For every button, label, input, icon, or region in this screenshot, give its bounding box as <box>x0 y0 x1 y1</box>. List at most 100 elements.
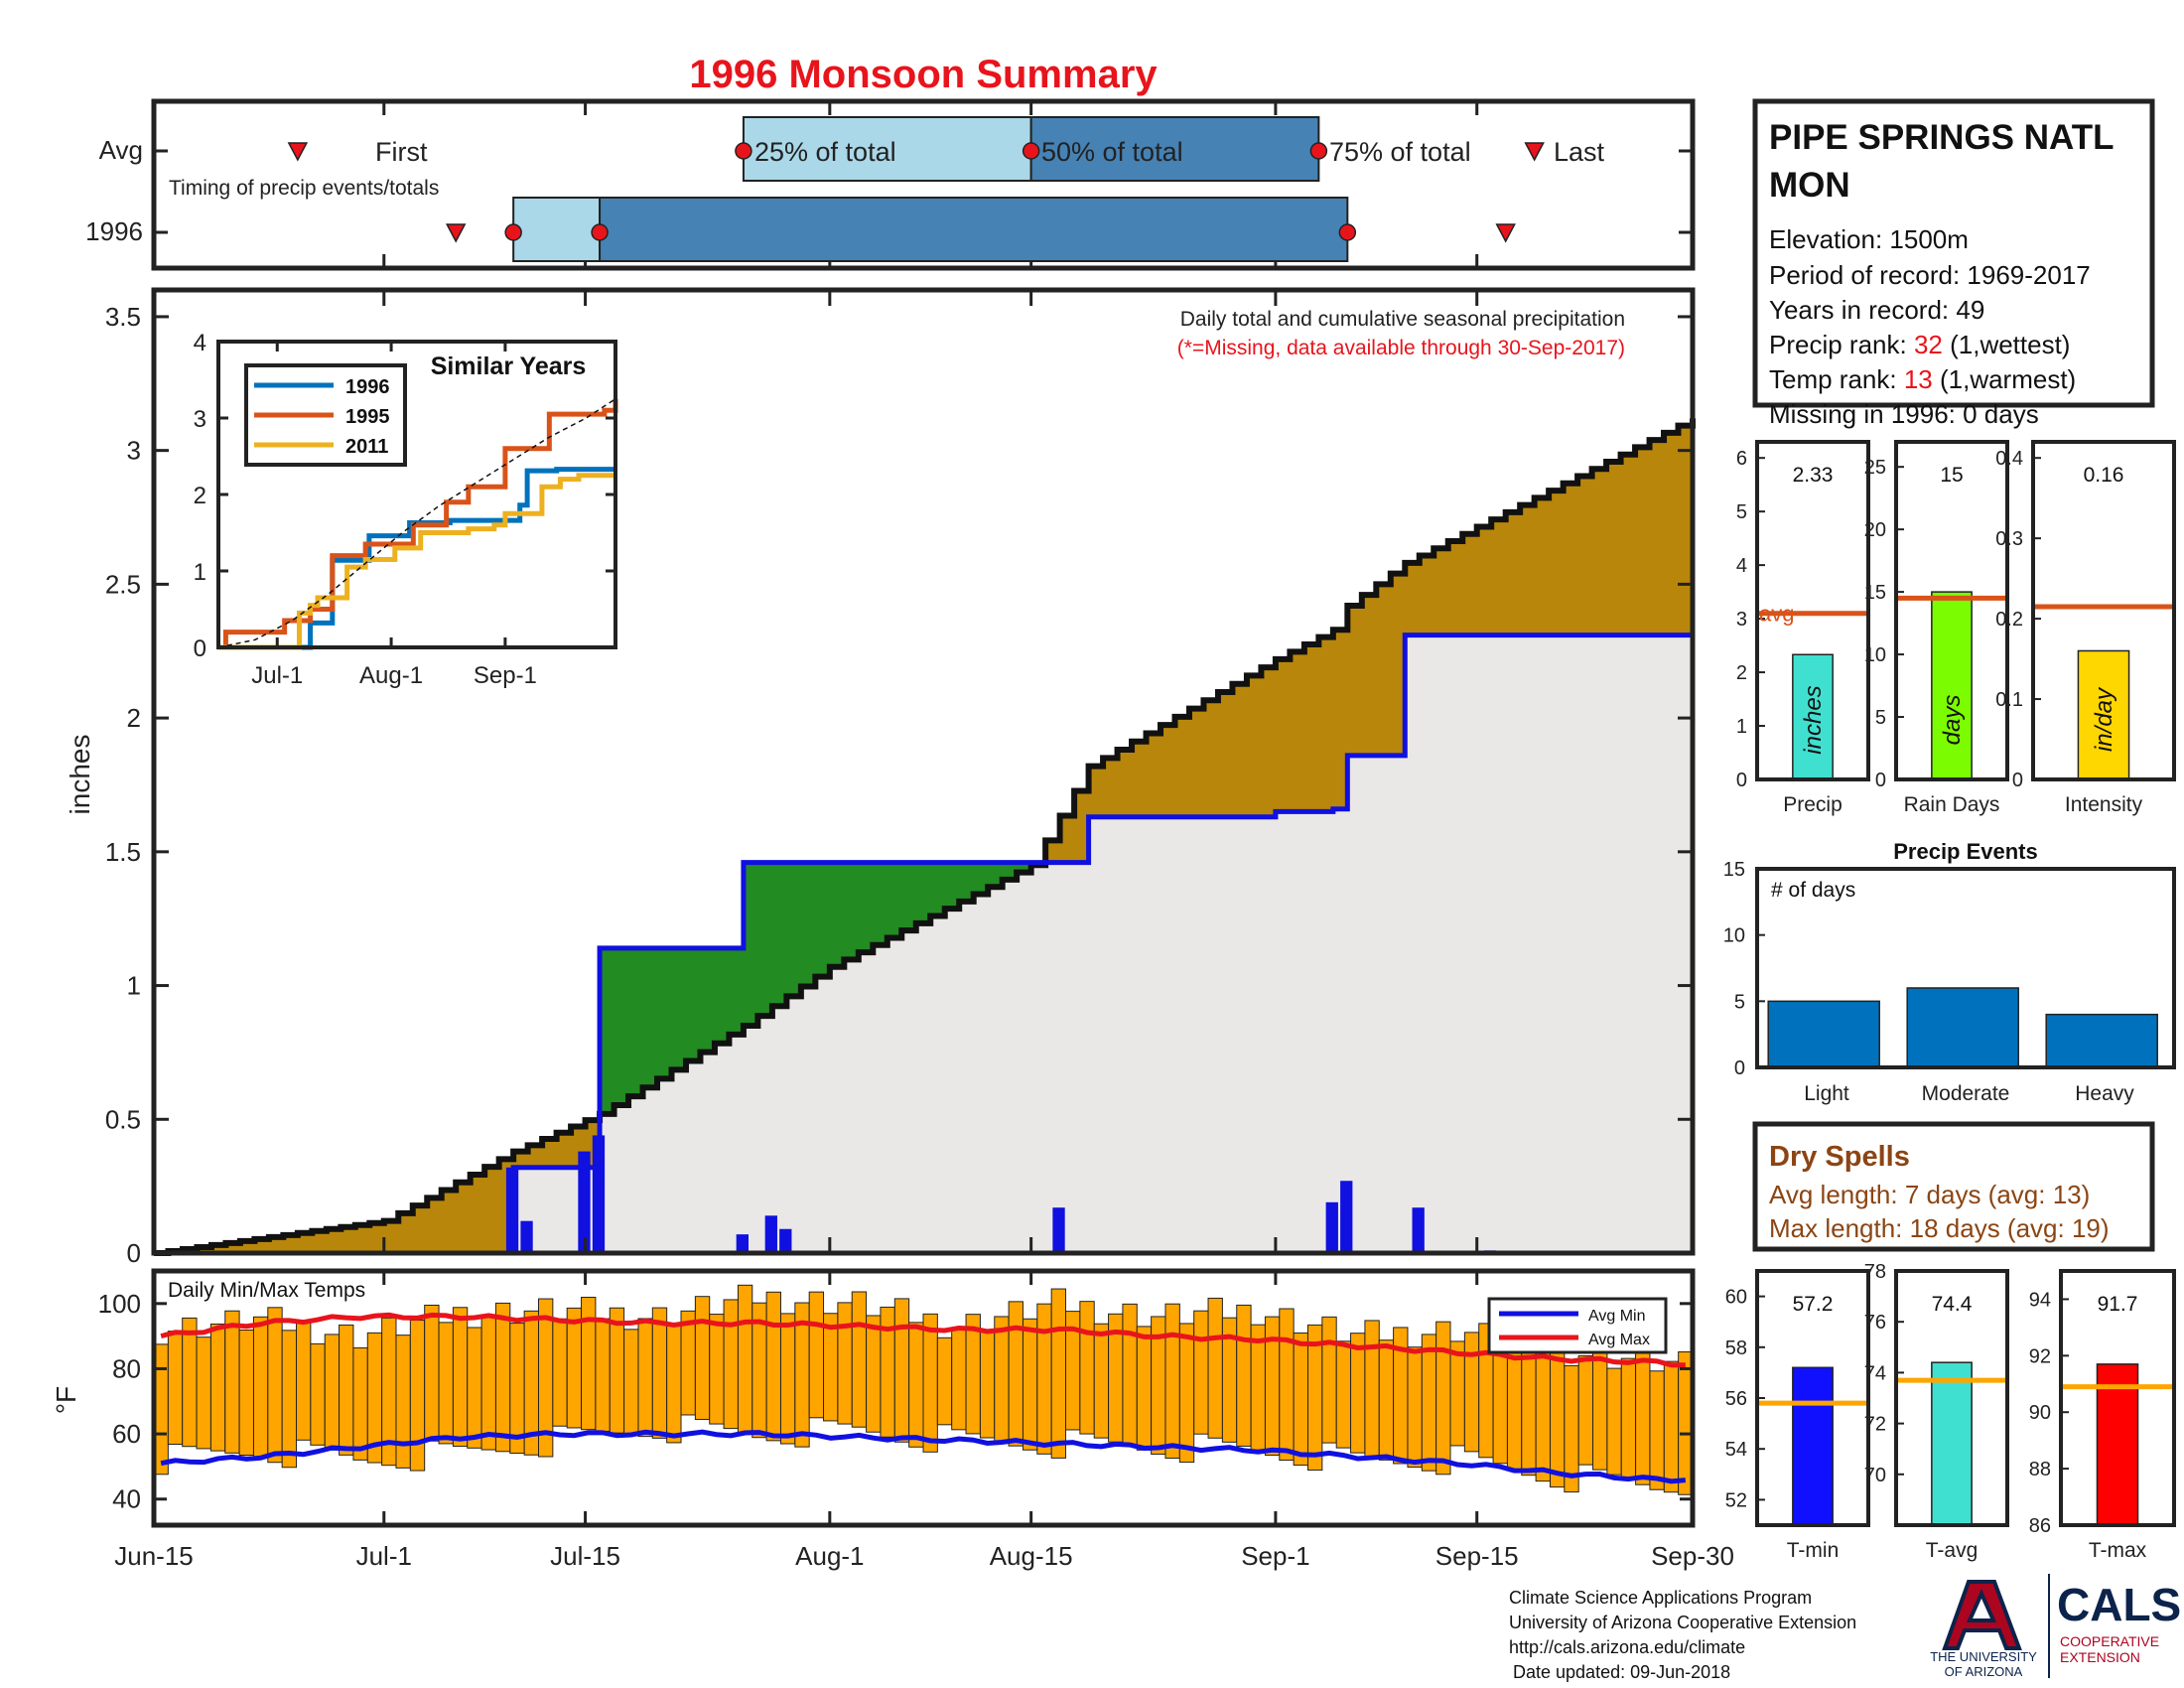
daily-temp-bar <box>1663 1360 1680 1493</box>
year-q2-bar <box>599 197 1349 262</box>
station-name-line1: PIPE SPRINGS NATL <box>1769 118 2114 157</box>
x-tick-label: Jun-15 <box>114 1541 194 1571</box>
precip-ytick-label: 3.5 <box>105 302 141 332</box>
tmax-stat-xlabel: T-max <box>2089 1539 2147 1562</box>
dry-spells-avg: Avg length: 7 days (avg: 13) <box>1769 1180 2090 1209</box>
tmin-stat-ytick-label: 54 <box>1725 1439 1747 1461</box>
intensity-stat-ytick-label: 0.2 <box>1995 609 2023 631</box>
footer: Climate Science Applications Program Uni… <box>1509 1588 1856 1682</box>
daily-temp-bar <box>252 1316 269 1459</box>
tmax-stat-ytick-label: 88 <box>2029 1459 2051 1480</box>
daily-temp-bar <box>509 1323 525 1455</box>
precip-event-label: Moderate <box>1922 1082 2010 1105</box>
station-info: PIPE SPRINGS NATL MON Elevation: 1500m P… <box>1752 98 2155 429</box>
daily-temp-bars <box>153 1284 1694 1495</box>
station-missing: Missing in 1996: 0 days <box>1769 399 2039 429</box>
daily-temp-bar <box>467 1327 482 1449</box>
daily-temp-bar <box>1022 1318 1038 1451</box>
timing-last-label: Last <box>1554 137 1605 167</box>
tavg-stat-xlabel: T-avg <box>1926 1539 1979 1562</box>
daily-temp-bar <box>893 1298 910 1443</box>
station-period: Period of record: 1969-2017 <box>1769 260 2091 290</box>
intensity-stat-ytick-label: 0.3 <box>1995 528 2023 550</box>
timing-panel: Avg 1996 Timing of precip events/totals … <box>85 98 1696 271</box>
tmax-stat-ytick-label: 86 <box>2029 1515 2051 1537</box>
avg-p75-marker <box>1309 142 1328 160</box>
daily-temp-bar <box>352 1346 368 1461</box>
rain-days-stat-value-label: 15 <box>1940 464 1963 487</box>
inset-xtick-label: Sep-1 <box>474 662 537 689</box>
cals-logo: CALS COOPERATIVE EXTENSION <box>2057 1579 2181 1665</box>
precip-events-ytick-label: 0 <box>1734 1057 1745 1079</box>
precip-event-label: Heavy <box>2075 1082 2134 1105</box>
daily-temp-bar <box>694 1296 711 1421</box>
precip-note: Daily total and cumulative seasonal prec… <box>1180 308 1625 331</box>
avg-min-line <box>160 1429 1687 1484</box>
precip-events-title: Precip Events <box>1893 839 2038 864</box>
daily-temp-bar <box>1335 1340 1352 1449</box>
dry-spells-frame <box>1752 1121 2155 1252</box>
inset-ytick-label: 0 <box>194 635 206 662</box>
temp-legend-max: Avg Max <box>1588 1332 1650 1348</box>
daily-temp-bar <box>1620 1357 1637 1480</box>
precip-rank-note: (1,wettest) <box>1943 330 2071 359</box>
temp-ytick-label: 80 <box>112 1353 141 1383</box>
chart-title: 1996 Monsoon Summary <box>689 53 1158 96</box>
precip-missing-note: (*=Missing, data available through 30-Se… <box>1177 337 1625 359</box>
precip-ytick-label: 0.5 <box>105 1104 141 1134</box>
inset-legend-1995: 1995 <box>345 406 390 428</box>
precip-event-bar <box>1767 1000 1880 1068</box>
precip-stat-avg-label: avg <box>1759 602 1794 627</box>
precip-stat-xlabel: Precip <box>1783 793 1843 816</box>
timing-p25-label: 25% of total <box>754 137 896 167</box>
daily-temp-bar <box>609 1307 625 1434</box>
daily-precip-bar <box>779 1228 792 1253</box>
tavg-stat-value-label: 74.4 <box>1932 1293 1973 1316</box>
daily-temp-bar <box>1421 1334 1437 1472</box>
daily-temp-bar <box>1606 1367 1622 1476</box>
tavg-stat-bar <box>1931 1361 1973 1526</box>
daily-temp-bar <box>994 1316 1010 1443</box>
daily-temp-bar <box>1036 1303 1052 1455</box>
inset-line-1995 <box>218 398 618 650</box>
daily-precip-bar <box>1325 1201 1338 1253</box>
station-temp-rank: Temp rank: 13 (1,warmest) <box>1769 364 2076 394</box>
inset-ytick-label: 3 <box>194 406 206 433</box>
intensity-stat-ytick-label: 0.1 <box>1995 689 2023 711</box>
inset-ytick-label: 2 <box>194 483 206 509</box>
daily-temp-bar <box>651 1307 668 1439</box>
daily-temp-bar <box>1649 1370 1665 1490</box>
daily-temp-bar <box>936 1336 953 1426</box>
timing-avg-label: Avg <box>99 135 143 165</box>
precip-events-panel: Precip Events Light Moderate Heavy 051015 … <box>1723 839 2176 1105</box>
precip-stat-ytick-label: 2 <box>1736 662 1747 684</box>
temp-rank-value: 13 <box>1904 364 1933 394</box>
daily-precip-bar <box>1052 1207 1065 1253</box>
tmin-stat-ytick-label: 56 <box>1725 1388 1747 1410</box>
daily-temp-bar <box>1407 1346 1423 1469</box>
daily-temp-bar <box>908 1322 924 1448</box>
daily-temp-bar <box>951 1329 967 1431</box>
station-name-line2: MON <box>1769 166 1850 205</box>
intensity-stat-unit-label: in/day <box>2091 686 2117 752</box>
inset-axes: 0 1 2 3 4 Jul-1 Aug-1 Sep-1 <box>194 330 615 689</box>
temp-legend-min: Avg Min <box>1588 1308 1646 1325</box>
precip-ytick-label: 1 <box>127 971 141 1001</box>
tmin-stat-xlabel: T-min <box>1787 1539 1840 1562</box>
ua-name-line1: THE UNIVERSITY <box>1930 1649 2037 1664</box>
tavg-stat-frame <box>1894 1269 2009 1527</box>
avg-p50-marker <box>1022 142 1040 160</box>
daily-temp-bar <box>552 1318 568 1427</box>
precip-stat-unit-label: inches <box>1800 685 1827 754</box>
daily-temp-bar <box>1178 1323 1195 1464</box>
tmax-stat-value-label: 91.7 <box>2098 1293 2138 1316</box>
daily-temp-bar <box>723 1299 739 1430</box>
precip-stat-ytick-label: 0 <box>1736 770 1747 791</box>
daily-temp-bar <box>851 1291 868 1428</box>
temp-axes: 40 60 80 100 <box>98 1271 1695 1525</box>
avg-max-line <box>160 1312 1686 1368</box>
tmin-stat-ytick-label: 52 <box>1725 1489 1747 1511</box>
cals-wordmark: CALS <box>2057 1579 2181 1630</box>
tavg-stat-ytick-label: 72 <box>1864 1414 1886 1436</box>
